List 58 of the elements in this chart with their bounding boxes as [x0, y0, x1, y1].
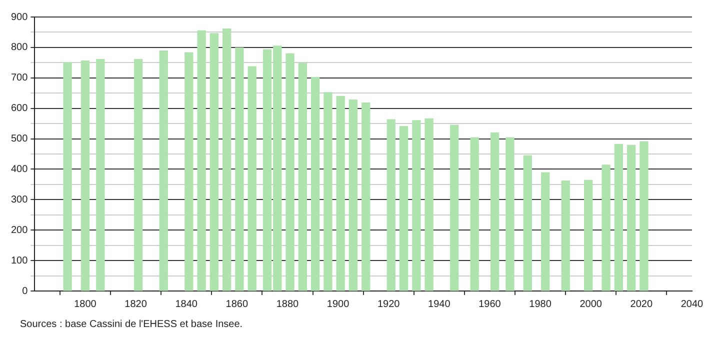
bar [470, 137, 479, 291]
bar [626, 144, 636, 291]
bar [424, 118, 434, 291]
y-tick-label: 300 [10, 194, 28, 206]
x-tick-label: 1800 [74, 298, 97, 310]
bar [614, 144, 624, 291]
bar [248, 66, 256, 291]
bar [602, 164, 610, 291]
y-tick-label: 900 [10, 12, 28, 23]
bar [197, 30, 206, 291]
bar [159, 50, 168, 291]
bar [640, 141, 648, 291]
bar [310, 76, 320, 291]
bar [324, 92, 332, 291]
bar [80, 60, 90, 291]
bar [286, 53, 294, 291]
x-tick-label: 2040 [680, 298, 704, 310]
x-tick-label: 1940 [428, 298, 451, 310]
y-tick-label: 600 [10, 103, 28, 114]
bar [184, 52, 194, 291]
bar [506, 137, 514, 291]
bar [235, 47, 244, 291]
x-tick-label: 2000 [580, 298, 602, 310]
x-tick-label: 1820 [124, 298, 148, 310]
y-tick-label: 800 [10, 42, 28, 54]
bar [541, 172, 550, 291]
x-tick-label: 1960 [478, 298, 502, 310]
bar [348, 99, 358, 291]
x-tick-label: 1980 [529, 298, 552, 310]
bar [490, 132, 500, 291]
bar [450, 124, 459, 291]
x-tick-label: 2020 [630, 298, 653, 310]
y-tick-label: 200 [10, 224, 28, 236]
y-tick-label: 400 [10, 164, 28, 175]
bar [386, 119, 396, 291]
x-tick-label: 1920 [378, 298, 400, 310]
bar [63, 62, 72, 291]
y-tick-label: 0 [22, 286, 28, 297]
y-tick-label: 500 [10, 134, 28, 145]
bar [399, 126, 408, 291]
x-tick-label: 1880 [276, 298, 300, 310]
bar [523, 155, 532, 291]
bar [561, 180, 570, 291]
source-note: Sources : base Cassini de l'EHESS et base Insee. [20, 319, 244, 330]
y-tick-label: 100 [10, 255, 28, 266]
bar [96, 58, 105, 291]
bar [584, 180, 593, 291]
bar [298, 62, 307, 291]
bar [210, 33, 219, 291]
bar [134, 58, 143, 291]
bar [362, 102, 370, 291]
bar [336, 96, 345, 291]
y-tick-label: 700 [10, 72, 28, 84]
x-tick-label: 1900 [326, 298, 350, 310]
x-tick-label: 1860 [226, 298, 248, 310]
x-tick-label: 1840 [175, 298, 198, 310]
bar [222, 28, 232, 291]
bar [412, 120, 421, 291]
